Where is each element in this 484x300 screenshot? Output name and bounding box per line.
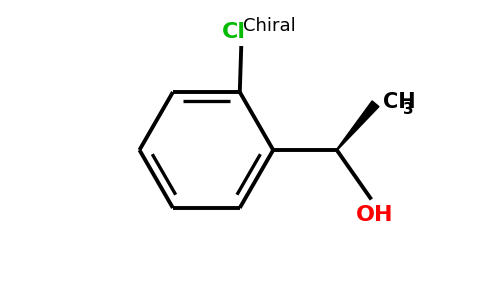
Text: OH: OH: [356, 205, 393, 225]
Text: Cl: Cl: [222, 22, 246, 42]
Polygon shape: [336, 101, 379, 150]
Text: CH: CH: [383, 92, 416, 112]
Text: 3: 3: [403, 102, 414, 117]
Text: Chiral: Chiral: [243, 17, 296, 35]
